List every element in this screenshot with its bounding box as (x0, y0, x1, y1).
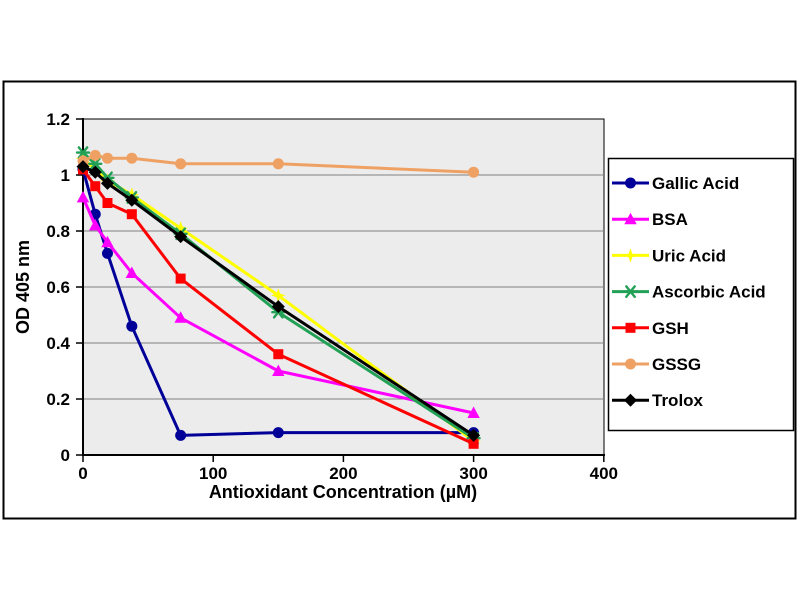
circle-marker (175, 429, 187, 441)
diamond-marker (88, 165, 102, 179)
diamond-marker (271, 300, 285, 314)
triangle-marker (125, 266, 139, 278)
asterisk-marker (623, 285, 638, 298)
circle-marker (625, 177, 636, 189)
circle-marker (272, 427, 284, 439)
square-marker (90, 181, 101, 192)
series-trolox (76, 160, 481, 442)
legend-item-gssg: GSSG (612, 355, 701, 374)
legend-label-bsa: BSA (652, 210, 688, 229)
triangle-marker (467, 406, 480, 418)
legend-label-uric-acid: Uric Acid (652, 246, 726, 265)
x-tick-label: 200 (329, 464, 357, 483)
triangle-marker (624, 212, 637, 225)
x-tick-label: 400 (590, 464, 618, 483)
y-tick-label: 0.6 (46, 278, 70, 297)
square-marker (468, 438, 479, 449)
legend-item-bsa: BSA (612, 210, 688, 229)
legend-label-trolox: Trolox (652, 391, 704, 410)
diamond-marker (76, 160, 90, 174)
y-tick-label: 0.2 (46, 390, 70, 409)
square-marker (102, 198, 113, 208)
diamond-marker (125, 193, 139, 207)
legend-label-gallic-acid: Gallic Acid (652, 174, 739, 193)
square-marker (126, 209, 137, 220)
circle-marker (468, 166, 480, 178)
series-bsa (76, 190, 480, 418)
legend-item-gallic-acid: Gallic Acid (612, 174, 739, 193)
y-tick-label: 0 (61, 446, 70, 465)
legend-item-trolox: Trolox (612, 391, 704, 410)
legend-label-gsh: GSH (652, 319, 689, 338)
x-tick-label: 0 (78, 464, 87, 483)
y-tick-label: 1.2 (46, 110, 70, 129)
legend-item-uric-acid: Uric Acid (612, 246, 726, 265)
diamond-marker (624, 393, 637, 407)
circle-marker (101, 152, 113, 164)
legend: Gallic Acid BSA Uric Acid Ascorbic Acid GSH G… (607, 157, 795, 432)
square-marker (625, 322, 636, 333)
star-marker (173, 221, 188, 236)
legend-label-ascorbic-acid: Ascorbic Acid (652, 283, 766, 302)
circle-marker (101, 247, 113, 259)
y-tick-label: 0.8 (46, 222, 70, 241)
star-marker (623, 248, 638, 263)
diamond-marker (467, 428, 481, 442)
triangle-marker (272, 364, 285, 376)
triangle-marker (174, 311, 187, 323)
y-axis-title: OD 405 nm (13, 240, 33, 334)
star-marker (271, 288, 286, 303)
diamond-marker (174, 230, 188, 244)
circle-marker (126, 152, 138, 164)
legend-item-ascorbic-acid: Ascorbic Acid (612, 283, 766, 302)
circle-marker (272, 158, 284, 170)
legend-label-gssg: GSSG (652, 355, 701, 374)
legend-item-gsh: GSH (612, 319, 689, 338)
triangle-marker (89, 218, 102, 231)
series-gssg (77, 149, 480, 178)
square-marker (273, 349, 284, 360)
legend-box (607, 157, 795, 432)
x-tick-label: 300 (459, 464, 487, 483)
x-axis-title: Antioxidant Concentration (µM) (209, 482, 477, 502)
circle-marker (126, 320, 138, 332)
circle-marker (625, 358, 636, 370)
circle-marker (175, 158, 187, 170)
circle-marker (89, 149, 101, 161)
triangle-marker (76, 190, 90, 203)
x-tick-label: 100 (199, 464, 227, 483)
asterisk-marker (75, 146, 91, 159)
y-tick-label: 1 (61, 166, 70, 185)
diamond-marker (100, 176, 114, 190)
triangle-marker (101, 235, 114, 248)
square-marker (175, 273, 186, 284)
y-tick-label: 0.4 (46, 334, 70, 353)
asterisk-marker (88, 157, 103, 171)
